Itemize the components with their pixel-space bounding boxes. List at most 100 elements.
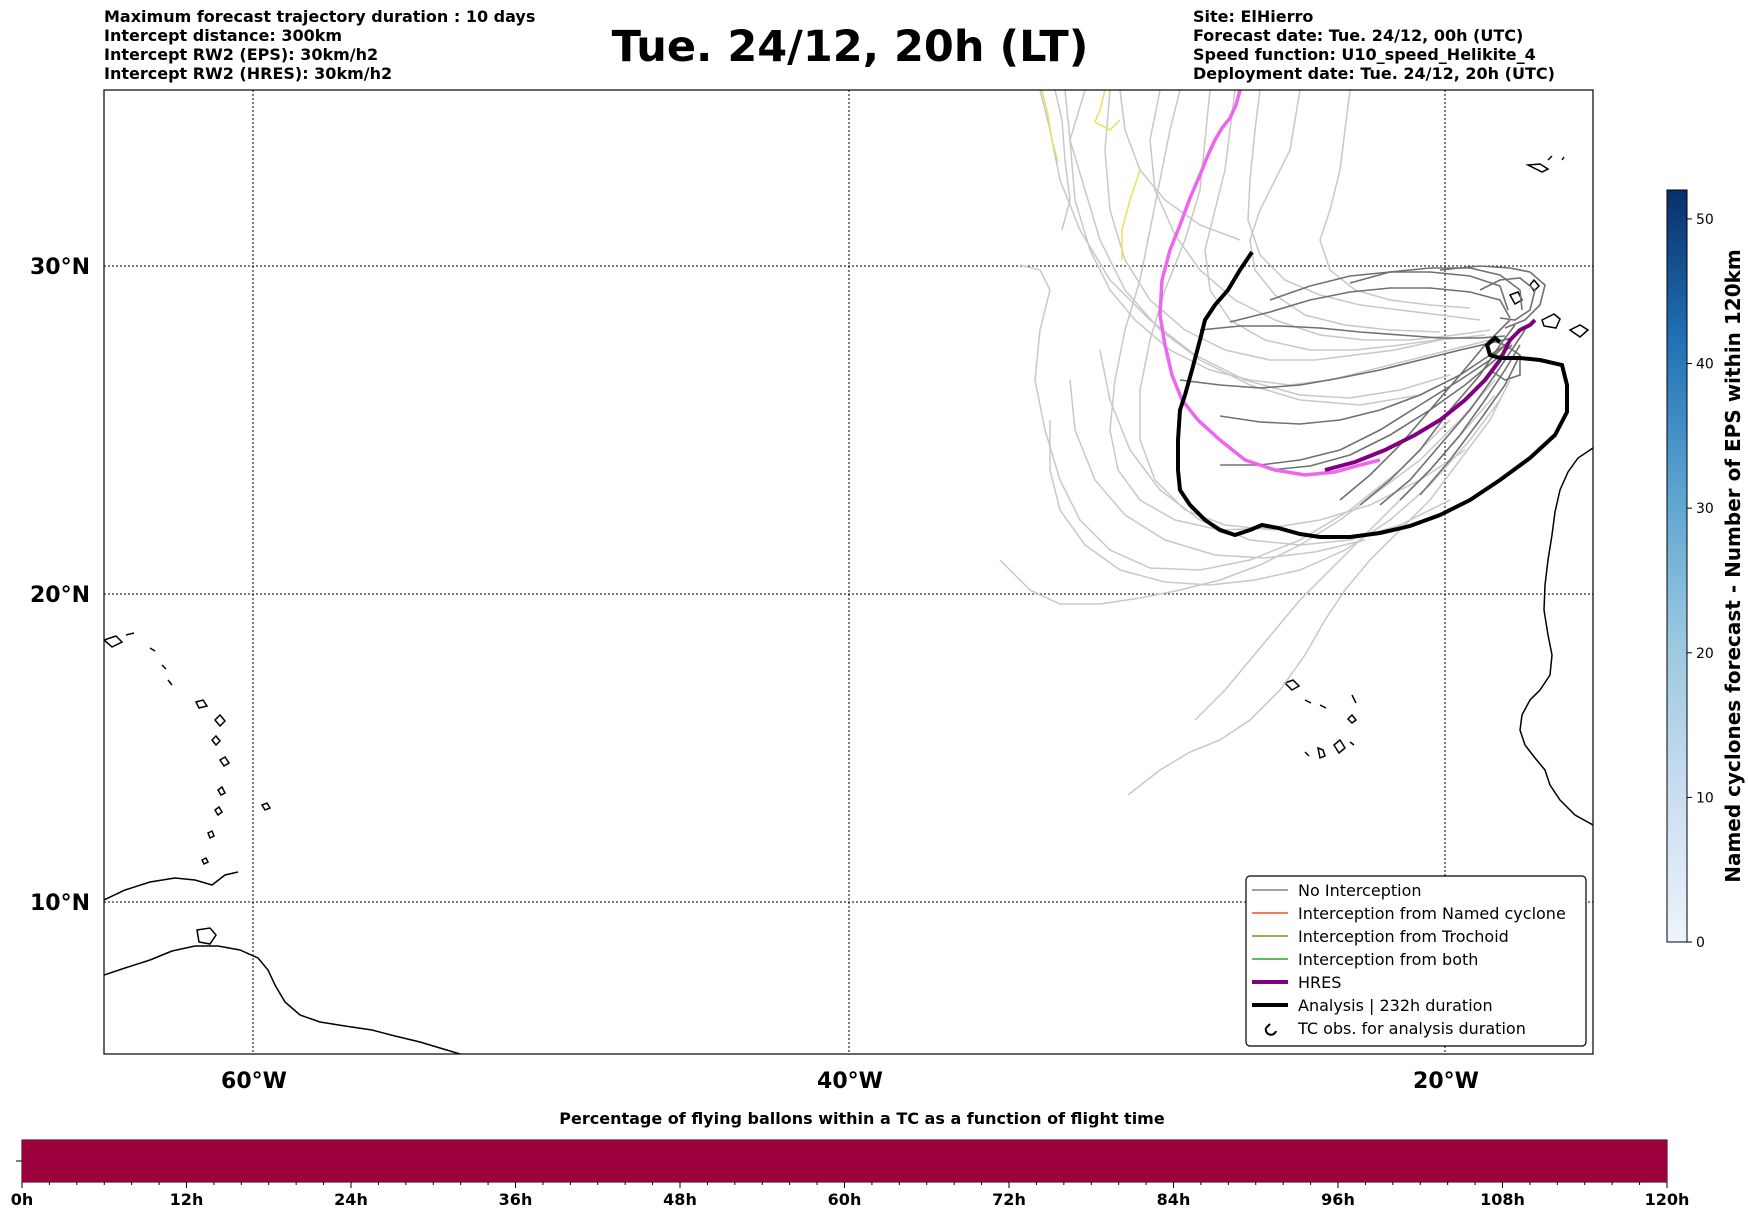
eps-track — [1064, 90, 1421, 406]
legend-box — [1245, 875, 1587, 1047]
colorbar-tick-label: 40 — [1696, 357, 1714, 373]
page-title: Tue. 24/12, 20h (LT) — [611, 22, 1089, 72]
eps-track — [1479, 277, 1536, 321]
eps-track — [1269, 271, 1509, 311]
eps-track — [1104, 90, 1486, 361]
eps-track — [1069, 379, 1366, 559]
eps-track — [1127, 379, 1511, 796]
progress-tick-label: 12h — [170, 1190, 204, 1209]
eps-track — [1339, 319, 1511, 501]
progress-tick-label: 72h — [992, 1190, 1026, 1209]
lon-label: 60°W — [221, 1069, 287, 1094]
legend-label: Analysis | 232h duration — [1298, 996, 1493, 1015]
eps-track — [1349, 267, 1523, 311]
eps-track — [1269, 344, 1513, 471]
legend-label: Interception from Trochoid — [1298, 927, 1509, 946]
colorbar-tick-label: 10 — [1696, 790, 1714, 806]
colorbar-tick-label: 50 — [1696, 212, 1714, 228]
eps-track — [1319, 90, 1471, 309]
colorbar-ticks: 0 10 20 30 40 50 — [1687, 212, 1714, 951]
colorbar-tick-label: 20 — [1696, 646, 1714, 662]
eps-tracks-light — [999, 90, 1511, 796]
eps-track — [1149, 90, 1491, 341]
canary-islands — [1508, 278, 1590, 338]
west-africa-coast — [1519, 447, 1593, 826]
progress-tick-label: 24h — [334, 1190, 368, 1209]
eps-track — [1220, 339, 1511, 466]
lesser-antilles — [200, 713, 272, 866]
colorbar-gradient — [1666, 189, 1688, 943]
coastlines — [104, 155, 1593, 1054]
colorbar-title: Named cyclones forecast - Number of EPS … — [1721, 249, 1745, 883]
analysis-line — [1176, 250, 1569, 539]
map-frame — [103, 89, 1594, 1055]
eps-track — [1247, 90, 1481, 321]
eps-track — [1199, 325, 1506, 339]
legend-label: No Interception — [1298, 881, 1422, 900]
legend-label: HRES — [1298, 973, 1341, 992]
hres-track — [1158, 90, 1537, 477]
progress-tick-label: 60h — [828, 1190, 862, 1209]
eps-track — [1439, 265, 1546, 329]
eps-track — [1219, 341, 1511, 425]
eps-track — [1399, 344, 1521, 501]
intercept-distance-text: Intercept distance: 300km — [104, 26, 343, 45]
lon-label: 40°W — [817, 1069, 883, 1094]
progress-ticks: 0h 12h 24h 36h 48h 60h 72h 84h 96h 108h 120h — [11, 1182, 1690, 1209]
legend-label: Interception from Named cyclone — [1298, 904, 1566, 923]
yellow-track — [1121, 169, 1141, 260]
eps-track — [1179, 337, 1513, 389]
progress-tick-label: 84h — [1157, 1190, 1191, 1209]
progress-title: Percentage of flying ballons within a TC… — [559, 1109, 1165, 1128]
yellow-tracks — [1041, 90, 1141, 260]
puerto-rico-vi — [104, 632, 209, 709]
eps-track — [1019, 264, 1451, 571]
colorbar: 0 10 20 30 40 50 Named cyclones forecast - Nu… — [1666, 189, 1745, 951]
progress-tick-label: 36h — [499, 1190, 533, 1209]
intercept-eps-text: Intercept RW2 (EPS): 30km/h2 — [104, 45, 379, 64]
lon-label: 20°W — [1413, 1069, 1479, 1094]
eps-track — [1229, 287, 1511, 323]
flight-time-bar: Percentage of flying ballons within a TC… — [11, 1109, 1690, 1209]
eps-track — [1069, 90, 1491, 386]
eps-track — [999, 379, 1496, 605]
hres-magenta-segment — [1158, 90, 1381, 477]
legend-label: Interception from both — [1298, 950, 1478, 969]
progress-tick-label: 96h — [1321, 1190, 1355, 1209]
hres-purple-segment — [1324, 318, 1537, 472]
yellow-track — [1041, 90, 1059, 163]
yellow-track — [1094, 90, 1121, 131]
deployment-date-text: Deployment date: Tue. 24/12, 20h (UTC) — [1193, 64, 1555, 83]
colorbar-tick-label: 0 — [1696, 935, 1705, 951]
analysis-track — [1176, 250, 1569, 539]
forecast-info: Site: ElHierro Forecast date: Tue. 24/12… — [1193, 7, 1555, 83]
colorbar-tick-label: 30 — [1696, 501, 1714, 517]
south-america-coast — [104, 945, 461, 1054]
eps-track — [1204, 90, 1451, 351]
run-parameters: Maximum forecast trajectory duration : 1… — [104, 7, 535, 83]
trinidad-tobago — [196, 927, 217, 945]
cape-verde — [1283, 679, 1358, 760]
eps-track — [1379, 329, 1526, 506]
speed-function-text: Speed function: U10_speed_Helikite_4 — [1193, 45, 1536, 64]
lat-label: 10°N — [30, 891, 90, 916]
legend: No Interception Interception from Named … — [1245, 875, 1587, 1047]
intercept-hres-text: Intercept RW2 (HRES): 30km/h2 — [104, 64, 393, 83]
madeira — [1525, 155, 1565, 173]
legend-label: TC obs. for analysis duration — [1297, 1019, 1526, 1038]
eps-track — [1419, 354, 1521, 496]
tc-obs-icon — [1264, 1023, 1277, 1036]
eps-track — [1489, 339, 1521, 381]
max-duration-text: Maximum forecast trajectory duration : 1… — [104, 7, 536, 26]
venezuela-coast — [104, 871, 239, 901]
progress-tick-label: 48h — [663, 1190, 697, 1209]
progress-tick-label: 108h — [1480, 1190, 1525, 1209]
progress-tick-label: 120h — [1645, 1190, 1690, 1209]
eps-track — [1109, 90, 1466, 531]
eps-track — [1119, 90, 1241, 241]
progress-tick-label: 0h — [11, 1190, 34, 1209]
eps-track — [1249, 90, 1441, 333]
eps-track — [1139, 90, 1276, 531]
eps-track — [1039, 90, 1451, 399]
forecast-date-text: Forecast date: Tue. 24/12, 00h (UTC) — [1193, 26, 1524, 45]
